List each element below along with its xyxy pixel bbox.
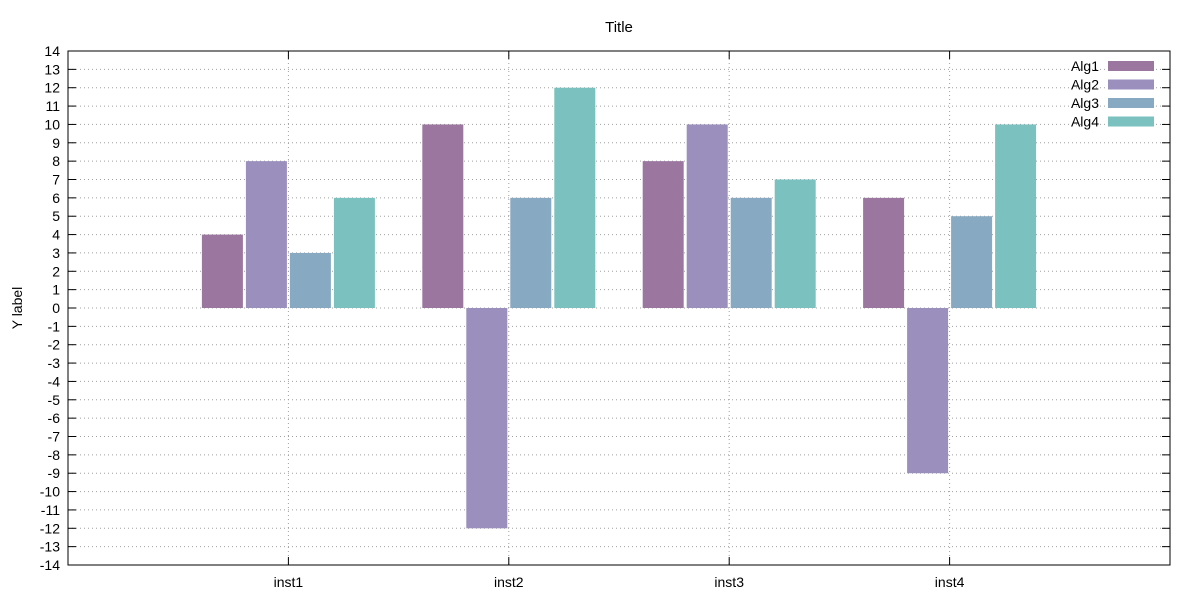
bar-alg4-inst2	[554, 87, 596, 308]
bar-alg4-inst4	[995, 124, 1037, 308]
y-axis-label: Y label	[9, 287, 25, 330]
bar-alg1-inst2	[422, 124, 464, 308]
y-tick-label: -14	[40, 557, 60, 573]
legend-label: Alg3	[1071, 95, 1099, 111]
y-tick-label: 4	[52, 227, 60, 243]
legend-swatch	[1108, 98, 1154, 108]
y-tick-label: -1	[48, 318, 61, 334]
y-tick-label: -13	[40, 539, 60, 555]
bar-alg1-inst1	[201, 234, 243, 308]
legend: Alg1 Alg2 Alg3 Alg4	[1071, 58, 1154, 130]
y-tick-label: 9	[52, 135, 60, 151]
y-tick-label: 14	[44, 43, 60, 59]
bar-alg3-inst2	[510, 197, 552, 308]
y-tick-label: -5	[48, 392, 61, 408]
y-tick-label: -11	[41, 502, 60, 518]
y-tick-label: -8	[48, 447, 61, 463]
legend-swatch	[1108, 61, 1154, 71]
bar-alg2-inst2	[466, 308, 508, 529]
bars	[201, 87, 1037, 529]
legend-swatch	[1108, 116, 1154, 127]
y-tick-label: 10	[44, 116, 60, 132]
x-tick-label: inst4	[935, 574, 965, 590]
y-tick-label: 0	[52, 300, 60, 316]
bar-alg1-inst3	[642, 161, 684, 308]
legend-label: Alg4	[1071, 114, 1099, 130]
y-tick-label: -7	[48, 429, 61, 445]
bar-alg2-inst1	[245, 161, 287, 308]
y-tick-label: 8	[52, 153, 60, 169]
y-tick-label: -6	[48, 410, 61, 426]
bar-alg3-inst1	[289, 252, 331, 308]
y-tick-label: -12	[40, 520, 60, 536]
bar-alg4-inst3	[774, 179, 816, 308]
y-tick-label: 11	[45, 98, 60, 114]
x-axis-ticks: inst1 inst2 inst3 inst4	[274, 51, 965, 590]
bar-alg1-inst4	[863, 197, 905, 308]
y-tick-label: -2	[48, 337, 61, 353]
y-tick-label: 5	[52, 208, 60, 224]
bar-alg4-inst1	[333, 197, 375, 308]
y-tick-label: 2	[52, 263, 60, 279]
y-tick-label: 1	[52, 282, 60, 298]
x-tick-label: inst2	[494, 574, 524, 590]
bar-alg3-inst4	[951, 216, 993, 308]
y-tick-label: 6	[52, 190, 60, 206]
legend-swatch	[1108, 79, 1154, 90]
y-tick-label: -3	[48, 355, 61, 371]
legend-label: Alg1	[1071, 58, 1099, 74]
chart-title: Title	[605, 19, 633, 36]
y-tick-label: 13	[44, 61, 60, 77]
y-tick-label: -10	[40, 484, 60, 500]
y-tick-label: 12	[44, 80, 60, 96]
y-tick-label: -9	[48, 465, 61, 481]
bar-alg2-inst3	[686, 124, 728, 308]
bar-alg2-inst4	[907, 308, 949, 474]
y-tick-label: 3	[52, 245, 60, 261]
x-tick-label: inst1	[274, 574, 304, 590]
bar-alg3-inst3	[730, 197, 772, 308]
y-axis-ticks: -14-13-12-11-10-9-8-7-6-5-4-3-2-10123456…	[40, 43, 1170, 573]
x-tick-label: inst3	[714, 574, 744, 590]
y-tick-label: -4	[48, 373, 61, 389]
legend-label: Alg2	[1071, 77, 1099, 93]
grid-lines	[68, 51, 1170, 565]
y-tick-label: 7	[52, 172, 60, 188]
